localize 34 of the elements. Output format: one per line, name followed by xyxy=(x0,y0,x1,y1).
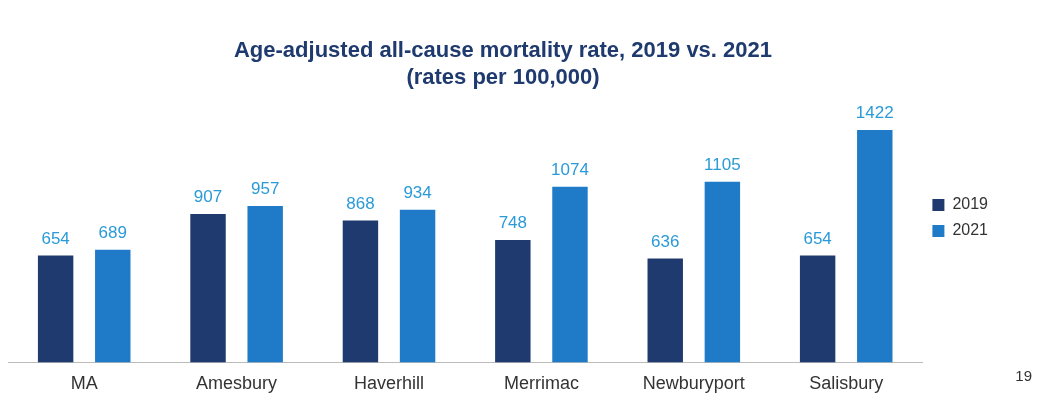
bar xyxy=(704,181,741,363)
data-label: 907 xyxy=(193,187,223,207)
bar xyxy=(552,186,588,363)
bar xyxy=(95,249,131,363)
data-label: 689 xyxy=(98,222,127,242)
legend-label: 2019 xyxy=(952,195,989,213)
data-label: 1074 xyxy=(551,159,589,179)
x-tick-label: Amesbury xyxy=(196,373,278,394)
bar xyxy=(342,220,379,363)
text: 19 xyxy=(1015,367,1032,384)
data-label: 654 xyxy=(41,228,70,248)
x-tick-label: MA xyxy=(70,373,98,394)
bar xyxy=(399,209,436,363)
bar xyxy=(495,240,531,363)
data-label: 636 xyxy=(651,231,680,251)
data-label: 1422 xyxy=(855,103,894,123)
bar xyxy=(37,255,74,363)
x-tick-label: Haverhill xyxy=(353,373,425,394)
data-label: 1105 xyxy=(704,154,741,174)
data-label: 868 xyxy=(346,193,375,213)
legend-label: 2021 xyxy=(952,221,989,239)
data-label: 654 xyxy=(803,228,832,248)
x-tick-label: Newburyport xyxy=(642,373,745,394)
data-label: 748 xyxy=(498,213,528,233)
data-label: 957 xyxy=(250,179,280,199)
bar xyxy=(799,255,836,363)
x-tick-label: Merrimac xyxy=(503,373,579,394)
x-tick-label: Salisbury xyxy=(809,373,884,394)
bar xyxy=(247,205,283,363)
bar xyxy=(647,258,683,363)
data-label: 934 xyxy=(403,182,432,202)
chart-title: Age-adjusted all-cause mortality rate, 2019 vs. 2021 (rates per 100,000) xyxy=(233,37,773,89)
bar xyxy=(190,214,226,363)
bar xyxy=(857,129,893,363)
